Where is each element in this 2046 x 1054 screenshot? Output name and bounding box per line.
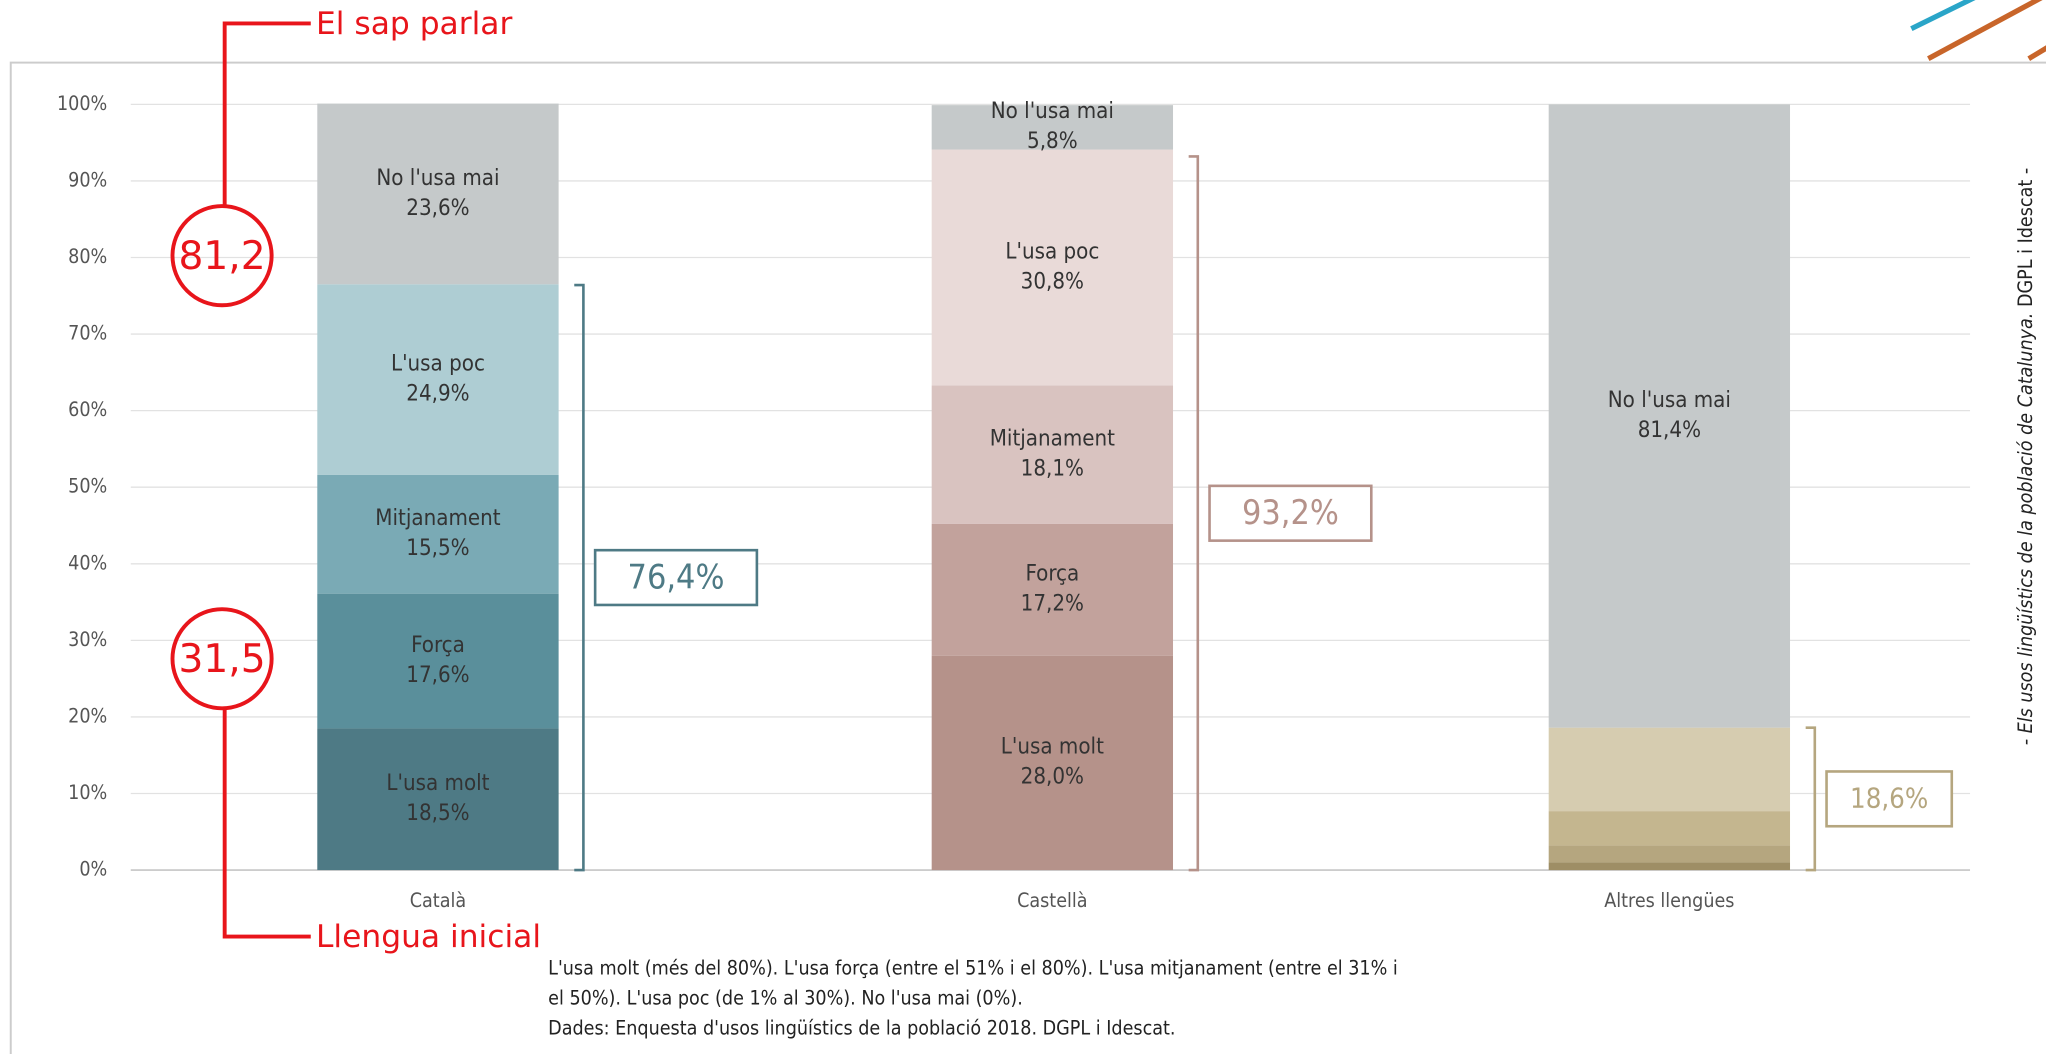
data-label: 28,0% [1021,764,1084,790]
annotation-value: 31,5 [179,637,266,682]
annotation-circle [170,204,274,308]
annotation-line [222,21,311,207]
bracket-box [593,548,759,607]
data-label: 18,5% [406,800,469,826]
bar-segment [317,728,559,871]
bar-segment [931,385,1174,524]
annotation-line [222,708,311,939]
y-tick-label: 60% [68,398,107,421]
footnote: L'usa molt (més del 80%). L'usa força (e… [548,957,1398,980]
bar-segment [317,474,559,594]
bar-segment [317,284,559,475]
y-tick-label: 50% [68,475,107,498]
y-tick-label: 40% [68,551,107,574]
y-tick-label: 10% [68,781,107,804]
footnote: Dades: Enquesta d'usos lingüístics de la… [548,1017,1175,1040]
decoration [1927,0,2043,61]
segment-name: No l'usa mai [376,165,499,191]
data-label: 17,6% [406,662,469,688]
side-note: - Els usos lingüístics de la població de… [2014,168,2037,746]
decoration [2027,45,2046,61]
annotation-text: El sap parlar [316,6,513,42]
y-tick-label: 80% [68,245,107,268]
segment-name: L'usa molt [386,770,489,796]
bar-segment [1548,862,1791,871]
bar-segment [931,655,1174,871]
bracket [574,283,585,872]
footnote: el 50%). L'usa poc (de 1% al 30%). No l'… [548,987,1023,1010]
bracket [1805,726,1817,872]
bracket-label: 93,2% [1242,493,1339,532]
data-label: 30,8% [1021,268,1084,294]
annotation-circle [170,607,274,711]
annotation-value: 81,2 [179,234,266,279]
bracket-box [1825,770,1954,828]
segment-name: L'usa poc [1005,238,1099,264]
data-label: 5,8% [1027,128,1078,154]
decoration [1910,0,1976,32]
bar-segment [931,523,1174,656]
data-label: 81,4% [1638,417,1701,443]
side-note-italic: - Els usos lingüístics de la població de… [2014,313,2037,746]
segment-name: No l'usa mai [991,98,1114,124]
data-label: 23,6% [406,195,469,221]
bar-segment [317,103,559,285]
y-tick-label: 100% [57,92,107,115]
segment-name: Força [411,632,465,658]
x-tick-label: Català [410,889,466,912]
annotation-text: Llengua inicial [316,919,541,955]
bar-segment [1548,811,1791,846]
bar-segment [1548,845,1791,863]
data-label: 17,2% [1021,591,1084,617]
bar-segment [317,593,559,729]
y-tick-label: 90% [68,168,107,191]
bar-segment [1548,104,1791,728]
data-label: 15,5% [406,535,469,561]
y-tick-label: 70% [68,322,107,345]
bracket-label: 18,6% [1850,784,1928,815]
side-note-normal: DGPL i Idescat - [2014,168,2037,313]
segment-name: Força [1025,561,1079,587]
y-tick-label: 0% [79,858,107,881]
bracket-box [1208,484,1373,542]
y-tick-label: 30% [68,628,107,651]
data-label: 18,1% [1021,456,1084,482]
data-label: 24,9% [406,380,469,406]
segment-name: Mitjanament [375,505,500,531]
segment-name: No l'usa mai [1608,387,1731,413]
bracket [1188,155,1200,872]
x-tick-label: Castellà [1017,889,1088,912]
y-tick-label: 20% [68,704,107,727]
bar-segment [931,149,1174,386]
segment-name: Mitjanament [990,426,1115,452]
bar-segment [1548,727,1791,812]
bracket-label: 76,4% [628,557,725,596]
segment-name: L'usa poc [391,350,485,376]
x-tick-label: Altres llengües [1604,889,1734,912]
segment-name: L'usa molt [1001,734,1104,760]
bar-segment [931,105,1174,150]
